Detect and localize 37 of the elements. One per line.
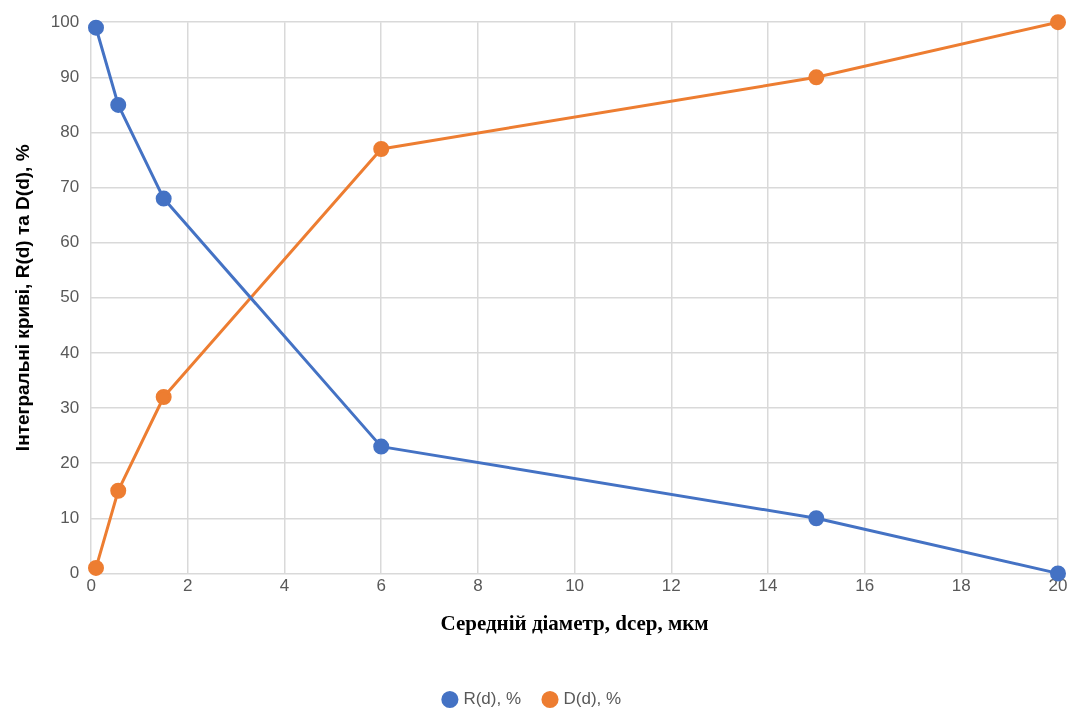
x-tick-label: 8 (473, 576, 483, 596)
point (808, 510, 825, 527)
y-tick-label: 10 (60, 507, 80, 527)
legend-label: R(d), % (463, 689, 522, 709)
y-tick-label: 90 (60, 67, 80, 87)
point (1050, 14, 1066, 31)
y-tick-label: 20 (60, 452, 80, 472)
y-tick-label: 0 (69, 563, 80, 583)
legend-label: D(d), % (563, 689, 622, 709)
x-tick-label: 10 (565, 576, 585, 596)
x-tick-label: 2 (183, 576, 193, 596)
x-tick-label: 6 (376, 576, 386, 596)
x-tick-label: 4 (279, 576, 290, 596)
point (155, 389, 172, 406)
point (110, 482, 127, 499)
y-tick-label: 70 (60, 177, 80, 197)
y-tick-label: 100 (50, 11, 80, 31)
y-axis-title: Інтегральні криві, R(d) та D(d), % (11, 144, 33, 452)
y-tick-label: 40 (60, 342, 80, 362)
point (373, 140, 390, 157)
x-tick-label: 14 (758, 576, 778, 596)
y-tick-label: 30 (60, 397, 80, 417)
point (88, 559, 104, 576)
x-tick-label: 16 (855, 576, 875, 596)
x-tick-label: 12 (661, 576, 681, 596)
point (808, 69, 825, 86)
point (88, 19, 104, 36)
y-tick-label: 60 (60, 232, 80, 252)
point (110, 96, 127, 113)
x-tick-label: 20 (1048, 576, 1068, 596)
point (373, 438, 390, 455)
y-tick-label: 50 (60, 287, 80, 307)
x-tick-label: 0 (86, 576, 96, 596)
x-tick-label: 18 (951, 576, 971, 596)
y-tick-label: 80 (60, 122, 80, 142)
x-axis-title: Середній діаметр, dсер, мкм (440, 610, 709, 635)
point (155, 190, 172, 207)
